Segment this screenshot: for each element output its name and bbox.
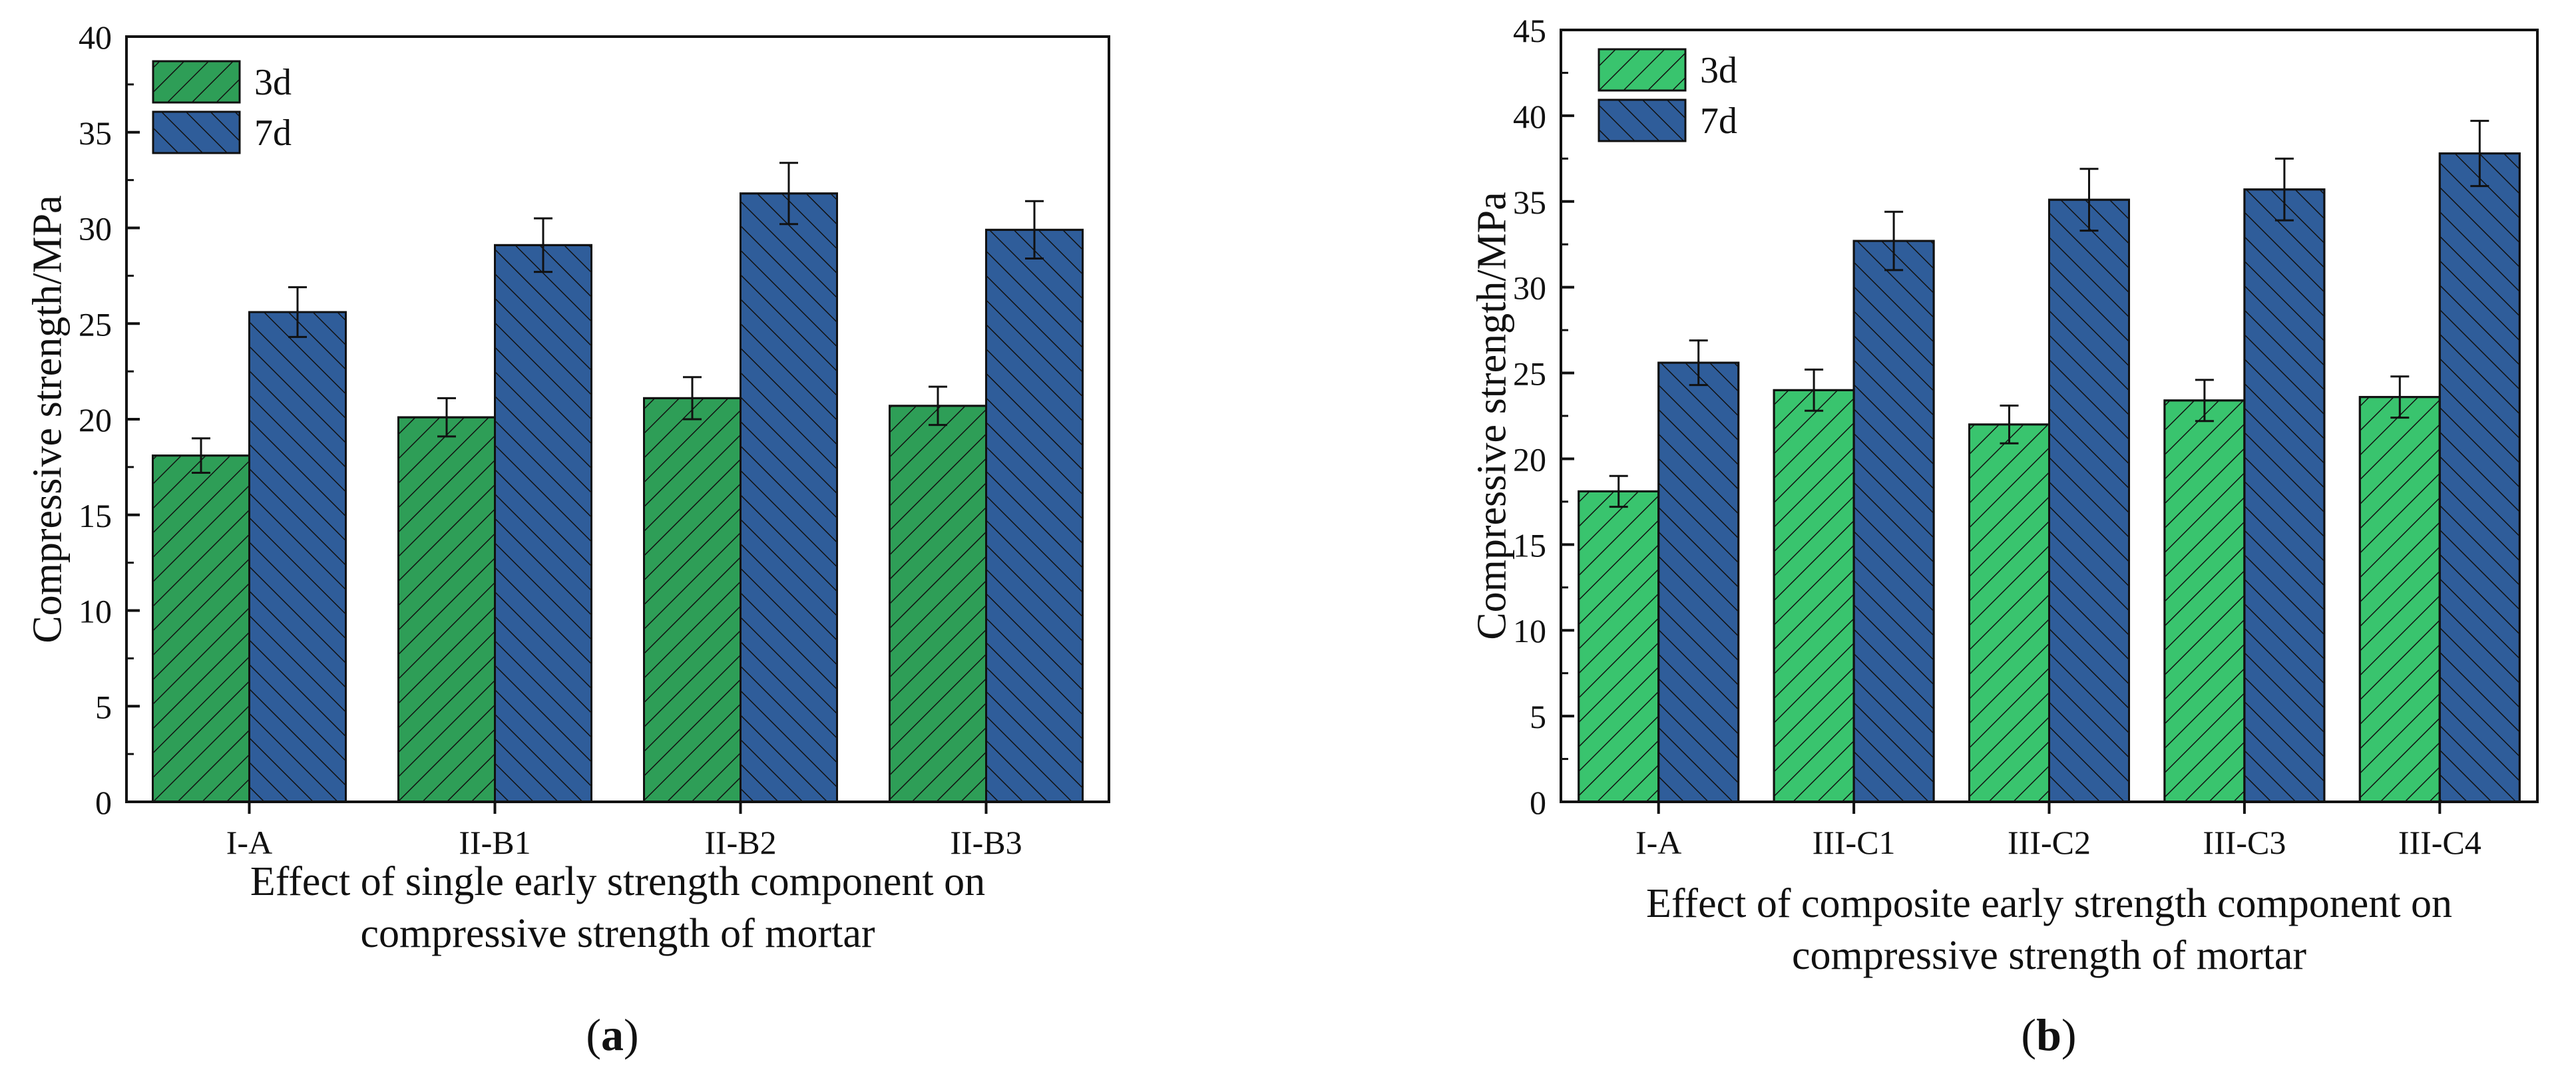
x-axis-label-line-2: compressive strength of mortar [360,911,875,956]
legend-label-3d: 3d [1700,50,1737,91]
y-tick-label: 30 [79,210,112,248]
y-tick-label: 0 [1530,784,1546,821]
bar-hatch-3d-II-B3 [889,405,987,803]
y-tick-label: 0 [95,784,112,821]
panel-label: (a) [586,1009,638,1060]
x-tick-label: III-C1 [1813,824,1896,861]
x-tick-label: I-A [1635,824,1681,861]
x-tick-label: III-C4 [2398,824,2481,861]
x-axis-label-line-2: compressive strength of mortar [1792,933,2306,978]
bar-hatch-3d-III-C4 [2358,396,2441,803]
bar-hatch-7d-II-B1 [494,244,592,803]
y-tick-label: 10 [1513,612,1546,649]
x-axis-label-line-1: Effect of single early strength componen… [250,859,985,904]
panel-label: (b) [2021,1009,2076,1060]
legend-label-7d: 7d [254,112,292,154]
y-axis-ticks: 0 5 10 15 20 25 30 35 40 [79,19,140,821]
x-tick-label: III-C2 [2008,824,2091,861]
x-axis-ticks: I-A II-B1 II-B2 II-B3 [226,802,1022,861]
y-tick-label: 35 [79,114,112,152]
x-tick-label: II-B2 [704,824,776,861]
bars [152,192,1084,803]
y-tick-label: 25 [79,305,112,343]
bar-hatch-7d-II-B2 [740,192,838,803]
y-tick-label: 5 [1530,698,1546,735]
plot-frame [125,35,1110,803]
legend-swatch-hatch-3d [152,60,241,104]
y-tick-label: 20 [1513,441,1546,478]
bar-hatch-3d-II-B1 [397,416,496,803]
x-tick-label: II-B3 [950,824,1022,861]
legend-label-7d: 7d [1700,100,1737,142]
error-bars [1609,120,2489,508]
bar-hatch-7d-III-C2 [2048,198,2130,803]
legend-label-3d: 3d [254,62,292,103]
y-tick-label: 30 [1513,269,1546,307]
error-bars [192,162,1044,474]
y-tick-label: 25 [1513,355,1546,393]
legend-swatch-hatch-7d [152,110,241,154]
y-axis-label: Compressive strength/MPa [1470,192,1515,639]
y-axis-label: Compressive strength/MPa [25,195,71,643]
bar-hatch-3d-III-C3 [2163,399,2246,803]
y-tick-label: 10 [79,593,112,630]
y-tick-label: 35 [1513,184,1546,221]
y-tick-label: 15 [1513,526,1546,564]
bar-hatch-3d-III-C1 [1773,389,1855,803]
bar-hatch-7d-III-C4 [2438,152,2521,803]
y-tick-label: 20 [79,401,112,439]
y-tick-label: 5 [95,688,112,725]
y-tick-label: 40 [1513,98,1546,135]
bars [1578,152,2521,803]
bar-hatch-3d-III-C2 [1968,423,2050,803]
legend-swatch-hatch-7d [1598,98,1687,142]
bar-hatch-3d-I-A [1578,490,1660,803]
y-tick-label: 40 [79,19,112,56]
x-tick-label: II-B1 [459,824,531,861]
bar-hatch-7d-II-B3 [985,228,1084,803]
x-tick-label: I-A [226,824,272,861]
x-tick-label: III-C3 [2203,824,2286,861]
y-axis-ticks: 0 5 10 15 20 25 30 35 40 45 [1513,12,1574,821]
legend-swatch-hatch-3d [1598,48,1687,92]
x-axis-ticks: I-A III-C1 III-C2 III-C3 III-C4 [1635,802,2481,861]
y-tick-label: 45 [1513,12,1546,49]
bar-hatch-7d-I-A [248,311,347,803]
bar-hatch-7d-I-A [1657,361,1740,803]
chart-panel-b: 0 5 10 15 20 25 30 35 40 45 I-A III-C1 III-C2 III-C3… [1470,12,2539,1060]
bar-hatch-7d-III-C3 [2243,188,2326,803]
y-tick-label: 15 [79,497,112,534]
bar-hatch-7d-III-C1 [1852,240,1935,803]
x-axis-label-line-1: Effect of composite early strength compo… [1646,881,2452,926]
bar-hatch-3d-II-B2 [643,397,742,803]
bar-hatch-3d-I-A [152,454,250,803]
